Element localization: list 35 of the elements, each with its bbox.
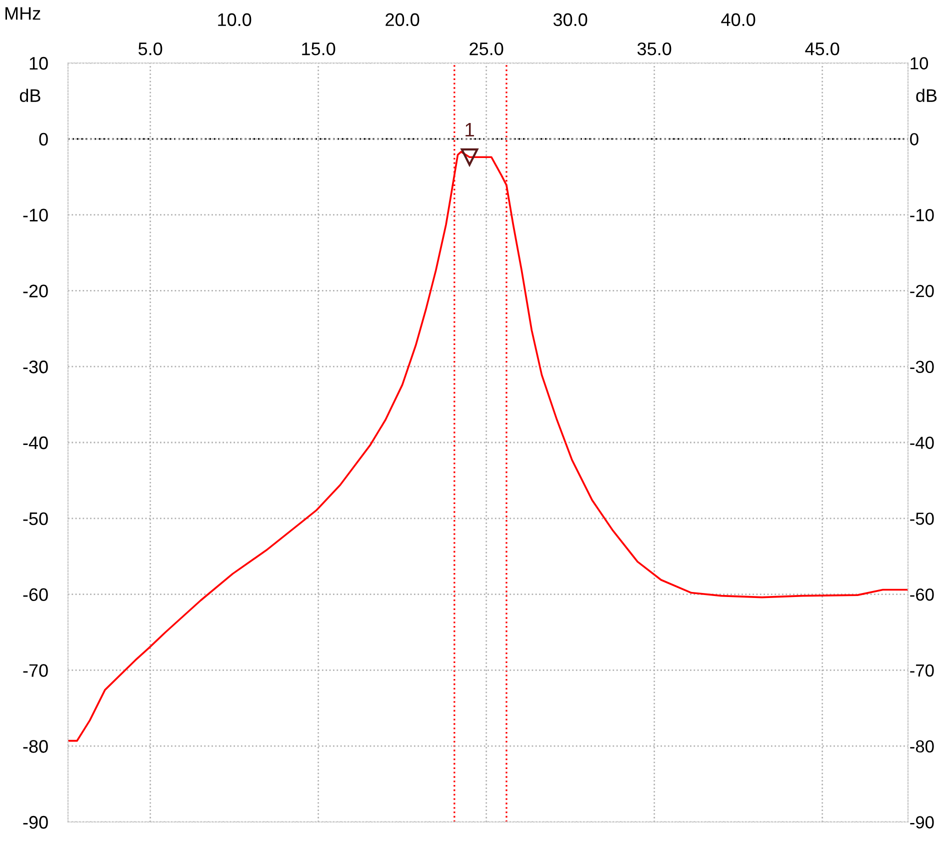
y2-axis-title: dB bbox=[916, 88, 937, 102]
y-tick-label: -80 bbox=[23, 740, 48, 753]
y-tick-label: 10 bbox=[30, 56, 48, 70]
x2-tick-label: 40.0 bbox=[721, 13, 756, 26]
y2-tick-label: 0 bbox=[910, 133, 918, 146]
x-tick-label: 35.0 bbox=[637, 42, 672, 56]
x2-tick-label: 20.0 bbox=[386, 13, 420, 26]
y2-tick-label: -40 bbox=[910, 436, 934, 449]
x-tick-label: 5.0 bbox=[138, 42, 162, 56]
y-axis-title: dB bbox=[20, 88, 40, 102]
y-tick-label: -50 bbox=[23, 512, 48, 526]
y2-tick-label: 10 bbox=[910, 57, 928, 70]
x-axis-title: MHz bbox=[5, 7, 40, 20]
x-tick-label: 15.0 bbox=[302, 42, 336, 56]
x-tick-label: 25.0 bbox=[470, 42, 504, 56]
y-tick-label: -30 bbox=[23, 360, 48, 374]
y2-tick-label: -20 bbox=[910, 284, 934, 298]
y-tick-label: -70 bbox=[23, 664, 48, 677]
y2-tick-label: -30 bbox=[910, 360, 934, 374]
y-tick-label: -40 bbox=[23, 436, 48, 450]
y-tick-label: -20 bbox=[23, 284, 48, 298]
y-tick-label: 0 bbox=[39, 132, 48, 146]
y-tick-label: -10 bbox=[23, 208, 48, 222]
x2-tick-label: 30.0 bbox=[553, 13, 588, 26]
x2-tick-label: 10.0 bbox=[218, 13, 252, 26]
y-tick-label: -60 bbox=[23, 588, 48, 602]
y2-tick-label: -80 bbox=[910, 740, 934, 753]
annotation: 1 bbox=[466, 123, 474, 136]
y2-tick-label: -50 bbox=[910, 512, 934, 525]
y2-tick-label: -90 bbox=[910, 816, 934, 828]
y2-tick-label: -70 bbox=[910, 664, 934, 677]
y2-tick-label: -60 bbox=[910, 588, 934, 601]
x-tick-label: 45.0 bbox=[805, 42, 840, 56]
y2-tick-label: -10 bbox=[910, 208, 934, 222]
y-tick-label: -90 bbox=[23, 816, 48, 829]
